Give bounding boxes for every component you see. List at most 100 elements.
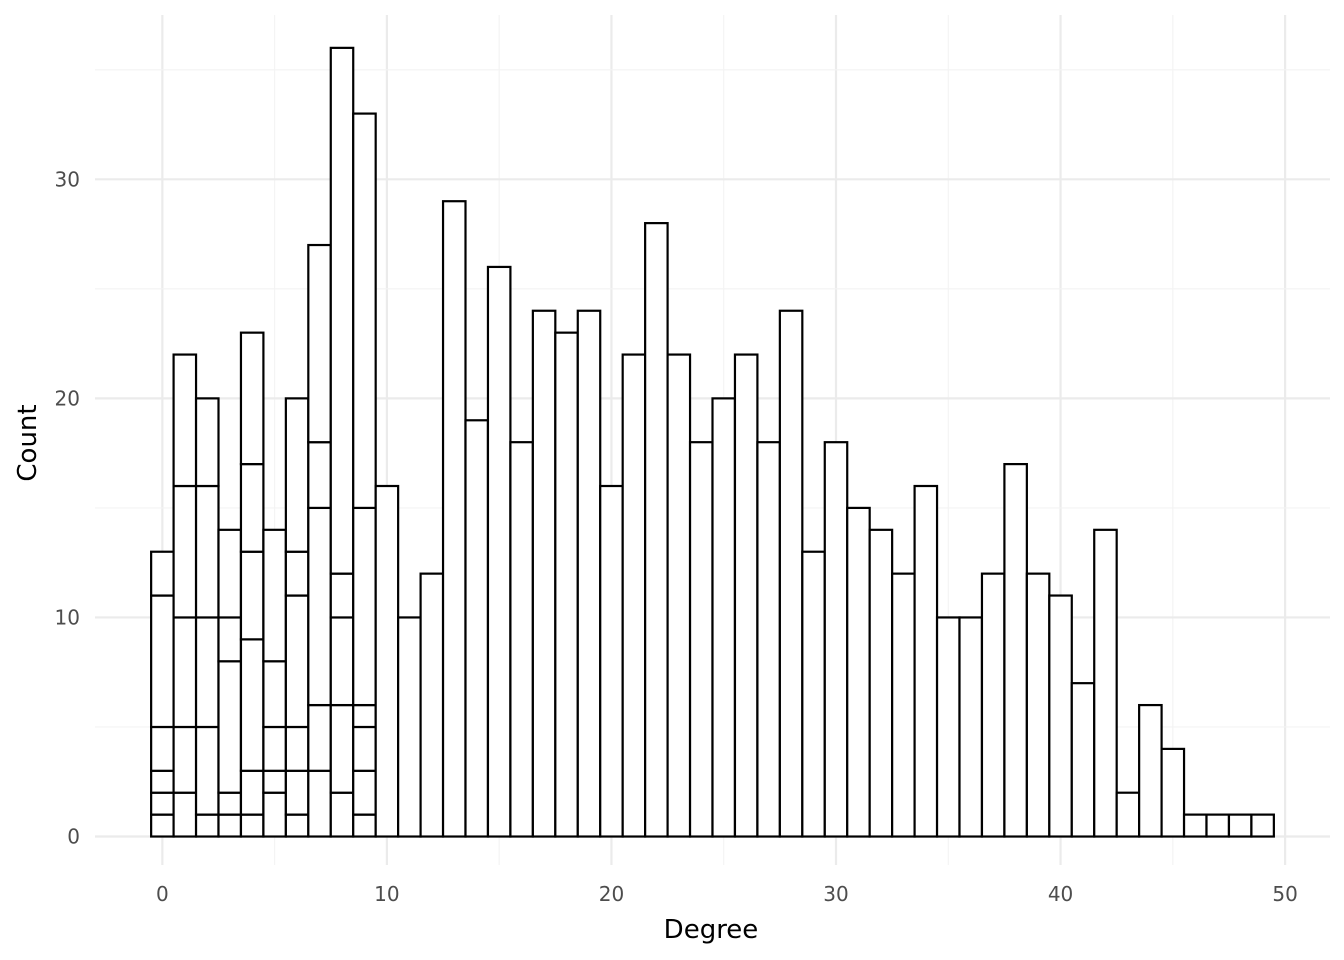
histogram-bar-segment [239,331,265,466]
histogram-bar-segment [217,616,243,663]
histogram-bar-segment [621,353,647,838]
histogram-bar-segment [172,353,198,488]
histogram-bar-segment [329,572,355,619]
histogram-bar-segment [217,791,243,816]
histogram-bar-segment [352,769,377,816]
histogram-bar-segment [239,769,265,816]
histogram-bar-segment [150,594,175,729]
histogram-bar-segment [194,616,220,729]
histogram-bar-segment [284,550,310,597]
histogram-bar-segment [329,703,355,794]
histogram-bar-segment [194,484,220,619]
histogram-bar-segment [307,243,332,444]
histogram-bar-segment [307,506,332,707]
histogram-bar-segment [194,813,220,838]
histogram-bar-segment [374,484,400,838]
y-tick-label: 0 [67,825,80,849]
histogram-bar-segment [194,397,220,488]
histogram-bar-segment [352,112,377,510]
histogram-bar-segment [464,419,490,838]
histogram-bar-segment [150,791,175,816]
histogram-bar-segment [756,441,781,838]
histogram-bar-segment [980,572,1006,838]
y-axis-title: Count [13,404,43,481]
histogram-bar-segment [1205,813,1231,838]
histogram-bar-segment [666,353,692,838]
histogram-bar-segment [1070,682,1096,838]
histogram-bar-segment [150,725,175,772]
histogram-bar-segment [307,703,332,772]
histogram-bar-segment [1115,791,1141,838]
histogram-bar-segment [935,616,961,838]
histogram-bar-segment [554,331,579,838]
y-tick-label: 30 [55,167,80,191]
histogram-bar-segment [352,725,377,772]
histogram-bar-segment [217,528,243,619]
histogram-bar-segment [239,550,265,641]
histogram-bar-segment [284,725,310,772]
histogram-bar-segment [352,506,377,707]
x-tick-label: 50 [1272,882,1297,906]
histogram-bar-segment [150,813,175,838]
histogram-bar-segment [486,265,512,838]
histogram-bar-segment [891,572,916,838]
histogram-bar-segment [172,484,198,619]
histogram-bar-segment [172,725,198,794]
histogram-bar-segment [262,660,287,729]
histogram-bar-segment [150,769,175,794]
histogram-bar-segment [284,813,310,838]
histogram-bar-segment [688,441,714,838]
histogram-bar-segment [711,397,737,838]
x-tick-label: 10 [374,882,399,906]
histogram-bar-segment [329,791,355,838]
histogram-bar-segment [239,813,265,838]
histogram-bar-segment [307,769,332,838]
histogram-bar-segment [733,353,759,838]
histogram-bar-segment [958,616,984,838]
histogram-bar-segment [150,550,175,597]
histogram-bar-segment [262,769,287,794]
histogram-bar-segment [352,813,377,838]
histogram-bar-segment [1227,813,1253,838]
histogram-bar-segment [441,200,467,838]
y-tick-label: 20 [55,386,80,410]
x-tick-label: 20 [599,882,624,906]
histogram-bar-segment [352,703,377,729]
histogram-bar-segment [217,813,243,838]
histogram-bar-segment [868,528,894,838]
histogram-bar-segment [1048,594,1073,838]
y-tick-label: 10 [55,605,80,629]
histogram-bar-segment [262,528,287,663]
histogram-bar-segment [1250,813,1275,838]
histogram-bar-segment [644,222,669,838]
x-tick-label: 30 [823,882,848,906]
histogram-bar-segment [1093,528,1118,838]
histogram-bar-segment [1138,703,1163,838]
histogram-bar-segment [284,769,310,816]
histogram-bar-segment [576,309,602,838]
histogram-bar-segment [778,309,804,838]
histogram-bar-segment [284,397,310,553]
histogram-bar-segment [284,594,310,729]
histogram-bar-segment [823,441,849,838]
histogram-bar-segment [509,441,534,838]
histogram-bar-segment [397,616,422,838]
histogram-bar-segment [913,484,939,838]
histogram-bar-segment [172,616,198,729]
x-tick-label: 40 [1048,882,1073,906]
histogram-bar-segment [599,484,624,838]
histogram-bar-segment [262,791,287,838]
x-axis-ticks: 0 10 20 30 40 50 [156,882,1298,906]
histogram-bar-segment [262,725,287,772]
histogram-bar-segment [531,309,557,838]
histogram-bar-segment [307,441,332,510]
histogram-bar-segment [239,462,265,553]
histogram-bar-segment [329,46,355,575]
y-axis-ticks: 0 10 20 30 [55,167,80,848]
histogram-bar-segment [801,550,826,838]
histogram-bar-segment [419,572,445,838]
histogram-bar-segment [239,638,265,772]
x-tick-label: 0 [156,882,169,906]
histogram-bars [150,46,1275,838]
